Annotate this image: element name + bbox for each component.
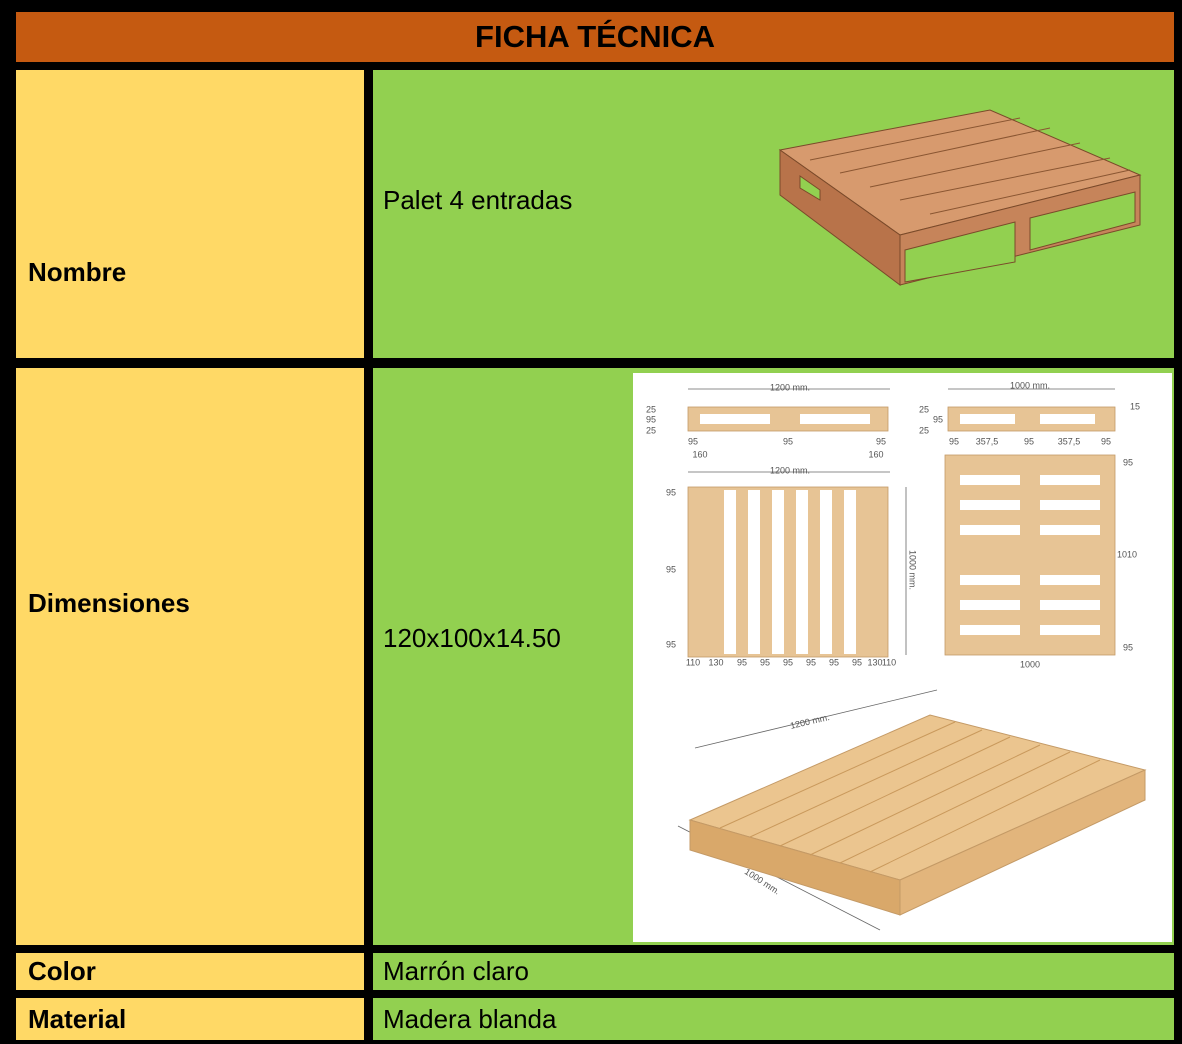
row-label: Dimensiones <box>16 368 364 945</box>
dimension-label: 1000 mm. <box>1010 380 1050 390</box>
dimension-label: 110 <box>686 657 700 667</box>
dimension-label: 357,5 <box>1058 436 1081 446</box>
dimension-label: 95 <box>1101 436 1111 446</box>
row-label: Color <box>16 953 364 990</box>
dimension-label: 95 <box>666 487 676 497</box>
dimension-label: 95 <box>666 639 676 649</box>
row-value: Madera blanda <box>373 998 1174 1040</box>
dimension-label: 95 <box>688 436 698 446</box>
pallet-image <box>778 109 1142 286</box>
dimension-label: 95 <box>806 657 816 667</box>
dimension-label: 95 <box>783 436 793 446</box>
dimension-drawing <box>633 373 1172 942</box>
dimension-label: 95 <box>852 657 862 667</box>
dimension-label: 130 <box>708 657 723 667</box>
dimension-label: 95 <box>760 657 770 667</box>
dimension-label: 95 <box>666 564 676 574</box>
dimension-label: 95 <box>949 436 959 446</box>
dimension-label: 1200 mm. <box>770 465 810 475</box>
dimension-label: 357,5 <box>976 436 999 446</box>
dimension-label: 95 <box>933 414 943 424</box>
dimension-label: 130 <box>867 657 882 667</box>
dimension-label: 1010 <box>1117 549 1137 559</box>
dimension-label: 95 <box>1123 457 1133 467</box>
dimension-label: 25 <box>919 425 929 435</box>
dimension-label: 95 <box>876 436 886 446</box>
dimension-label: 160 <box>692 449 707 459</box>
dimension-label: 95 <box>783 657 793 667</box>
dimension-label: 1000 <box>1020 659 1040 669</box>
dimension-label: 25 <box>919 404 929 414</box>
dimension-label: 95 <box>1024 436 1034 446</box>
dimension-label: 95 <box>1123 642 1133 652</box>
dimension-label: 1200 mm. <box>770 382 810 392</box>
row-label: Nombre <box>16 70 364 358</box>
row-label: Material <box>16 998 364 1040</box>
dimension-label: 15 <box>1130 401 1140 411</box>
dimension-label: 160 <box>868 449 883 459</box>
dimension-label: 1000 mm. <box>908 550 918 590</box>
dimension-label: 25 <box>646 425 656 435</box>
dimension-label: 110 <box>882 657 896 667</box>
dimension-label: 95 <box>829 657 839 667</box>
title: FICHA TÉCNICA <box>16 12 1174 62</box>
dimension-label: 95 <box>737 657 747 667</box>
dimension-label: 25 <box>646 404 656 414</box>
dimension-label: 95 <box>646 414 656 424</box>
row-value: Marrón claro <box>373 953 1174 990</box>
